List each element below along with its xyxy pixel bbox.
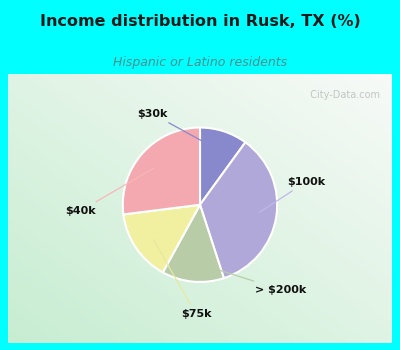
Text: > $200k: > $200k (197, 263, 307, 295)
Wedge shape (123, 127, 200, 215)
Text: $30k: $30k (137, 108, 216, 148)
Text: Hispanic or Latino residents: Hispanic or Latino residents (113, 56, 287, 69)
Wedge shape (124, 205, 200, 272)
Text: $100k: $100k (260, 177, 326, 212)
Wedge shape (200, 142, 277, 278)
Text: $40k: $40k (65, 168, 154, 216)
Text: Income distribution in Rusk, TX (%): Income distribution in Rusk, TX (%) (40, 14, 360, 29)
Wedge shape (200, 127, 245, 205)
Wedge shape (163, 205, 224, 282)
Text: $75k: $75k (154, 240, 211, 320)
Text: City-Data.com: City-Data.com (304, 90, 380, 100)
